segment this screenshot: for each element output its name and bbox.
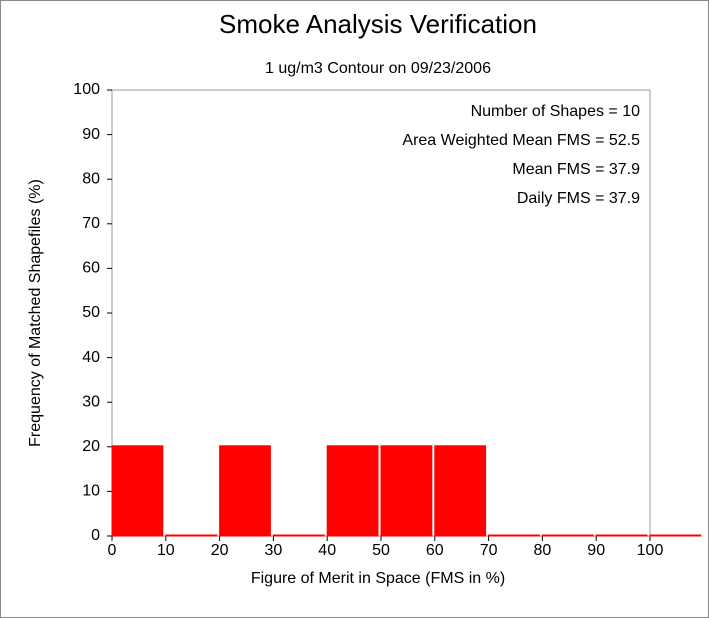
x-tick-label: 60	[426, 542, 444, 559]
y-axis-label: Frequency of Matched Shapefiles (%)	[27, 179, 44, 447]
y-tick-label: 80	[82, 170, 100, 187]
bar	[595, 534, 648, 537]
y-tick-label: 50	[82, 304, 100, 321]
x-tick-label: 100	[637, 542, 664, 559]
x-tick-label: 40	[318, 542, 336, 559]
x-tick-label: 80	[534, 542, 552, 559]
bar	[272, 534, 325, 537]
annotation: Area Weighted Mean FMS = 52.5	[402, 132, 640, 149]
bar	[219, 445, 271, 537]
y-tick-label: 60	[82, 260, 100, 277]
x-tick-label: 30	[265, 542, 283, 559]
y-tick-label: 20	[82, 438, 100, 455]
y-tick-label: 100	[73, 81, 100, 98]
annotation: Daily FMS = 37.9	[517, 190, 640, 207]
annotation: Number of Shapes = 10	[471, 103, 641, 120]
bar	[488, 534, 540, 537]
x-tick-label: 90	[587, 542, 605, 559]
x-axis-label: Figure of Merit in Space (FMS in %)	[251, 570, 505, 587]
y-tick-label: 30	[82, 393, 100, 410]
bar	[165, 534, 218, 537]
x-tick-label: 20	[211, 542, 229, 559]
x-tick-label: 50	[372, 542, 390, 559]
bar	[380, 445, 433, 537]
chart-title: Smoke Analysis Verification	[219, 9, 537, 39]
annotation: Mean FMS = 37.9	[512, 161, 640, 178]
y-tick-label: 10	[82, 483, 100, 500]
y-tick-label: 0	[91, 527, 100, 544]
y-tick-label: 90	[82, 126, 100, 143]
chart-subtitle: 1 ug/m3 Contour on 09/23/2006	[265, 60, 491, 77]
bar	[649, 534, 702, 537]
bar	[326, 445, 379, 537]
y-tick-label: 40	[82, 349, 100, 366]
bar	[111, 445, 164, 537]
bar	[541, 534, 594, 537]
bar	[434, 445, 487, 537]
x-tick-label: 10	[157, 542, 175, 559]
y-tick-label: 70	[82, 215, 100, 232]
x-tick-label: 0	[108, 542, 117, 559]
x-tick-label: 70	[480, 542, 498, 559]
